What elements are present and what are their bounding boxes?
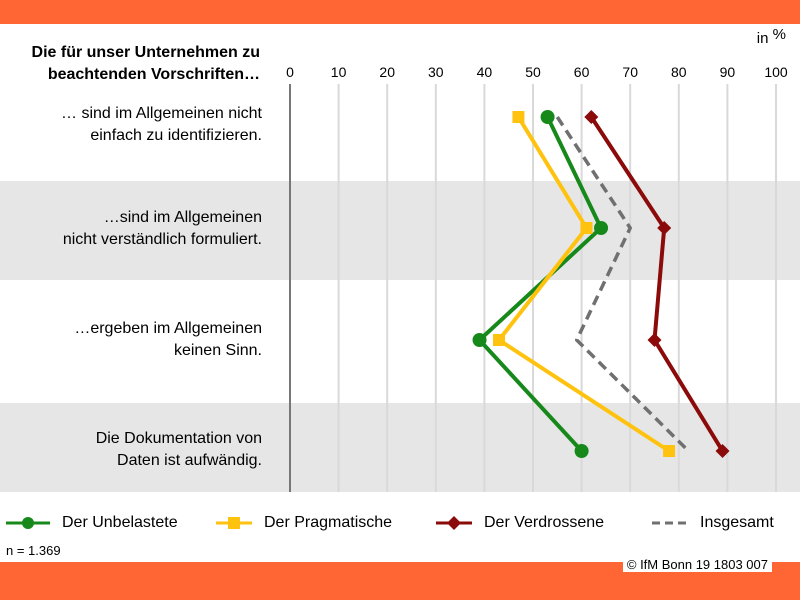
legend-swatch-square-icon	[216, 517, 252, 529]
category-label-1-line-1: … sind im Allgemeinen nicht	[61, 105, 262, 122]
legend-label-unbelastete: Der Unbelastete	[62, 514, 178, 531]
category-label-4: Die Dokumentation von Daten ist aufwändi…	[20, 428, 262, 472]
marker-der-unbelastete-1	[540, 110, 555, 124]
x-tick-label-30: 30	[428, 64, 444, 80]
copyright-notice: © IfM Bonn 19 1803 007	[622, 557, 772, 572]
legend-swatch-diamond-icon	[436, 516, 472, 530]
marker-der-unbelastete-4	[574, 444, 589, 458]
x-tick-label-90: 90	[720, 64, 736, 80]
marker-der-pragmatische-4	[663, 445, 676, 457]
category-label-2-line-2: nicht verständlich formuliert.	[62, 231, 262, 248]
x-tick-label-70: 70	[622, 64, 638, 80]
category-label-2-line-1: …sind im Allgemeinen	[103, 209, 262, 226]
marker-der-verdrossene-2	[657, 221, 672, 235]
category-label-4-line-2: Daten ist aufwändig.	[117, 452, 262, 469]
category-label-1: … sind im Allgemeinen nicht einfach zu i…	[20, 103, 262, 147]
x-tick-label-40: 40	[477, 64, 493, 80]
unit-percent: %	[772, 26, 786, 43]
marker-der-pragmatische-1	[512, 111, 525, 123]
marker-der-verdrossene-4	[715, 444, 730, 458]
unit-in: in	[756, 30, 769, 47]
legend-swatch-circle-icon	[6, 517, 50, 529]
category-label-3-line-2: keinen Sinn.	[173, 342, 262, 359]
series-line-der-pragmatische	[497, 115, 671, 453]
legend-item-insgesamt: Insgesamt	[652, 510, 774, 536]
series-line-insgesamt	[555, 116, 690, 453]
legend-item-verdrossene: Der Verdrossene	[436, 510, 604, 536]
marker-der-pragmatische-2	[580, 222, 593, 234]
top-band	[0, 0, 800, 24]
x-tick-label-10: 10	[331, 64, 347, 80]
marker-der-verdrossene-1	[584, 110, 599, 124]
series-line-der-verdrossene	[589, 115, 725, 453]
category-label-4-line-1: Die Dokumentation von	[95, 430, 262, 447]
legend-swatch-dashed-icon	[652, 521, 688, 525]
marker-der-unbelastete-2	[594, 221, 609, 235]
x-tick-label-50: 50	[525, 64, 541, 80]
chart-title: Die für unser Unternehmen zu beachtenden…	[31, 44, 260, 83]
x-tick-label-0: 0	[286, 64, 294, 80]
x-tick-label-60: 60	[574, 64, 590, 80]
x-tick-label-100: 100	[764, 64, 788, 80]
sample-size-note: n = 1.369	[6, 543, 61, 558]
marker-der-pragmatische-3	[492, 334, 505, 346]
legend-label-pragmatische: Der Pragmatische	[264, 514, 393, 531]
category-label-1-line-2: einfach zu identifizieren.	[90, 127, 262, 144]
x-tick-label-80: 80	[671, 64, 687, 80]
category-label-3: …ergeben im Allgemeinen keinen Sinn.	[20, 318, 262, 362]
legend-item-unbelastete: Der Unbelastete	[6, 510, 178, 536]
unit-label: in %	[756, 26, 786, 47]
legend-label-verdrossene: Der Verdrossene	[484, 514, 605, 531]
legend-item-pragmatische: Der Pragmatische	[216, 510, 392, 536]
x-tick-label-20: 20	[379, 64, 395, 80]
marker-der-verdrossene-3	[647, 333, 662, 347]
category-label-2: …sind im Allgemeinen nicht verständlich …	[20, 207, 262, 251]
category-label-3-line-1: …ergeben im Allgemeinen	[74, 320, 262, 337]
marker-der-unbelastete-3	[472, 333, 487, 347]
legend-label-insgesamt: Insgesamt	[700, 514, 774, 531]
legend: Der Unbelastete Der Pragmatische Der Ver…	[0, 510, 800, 536]
